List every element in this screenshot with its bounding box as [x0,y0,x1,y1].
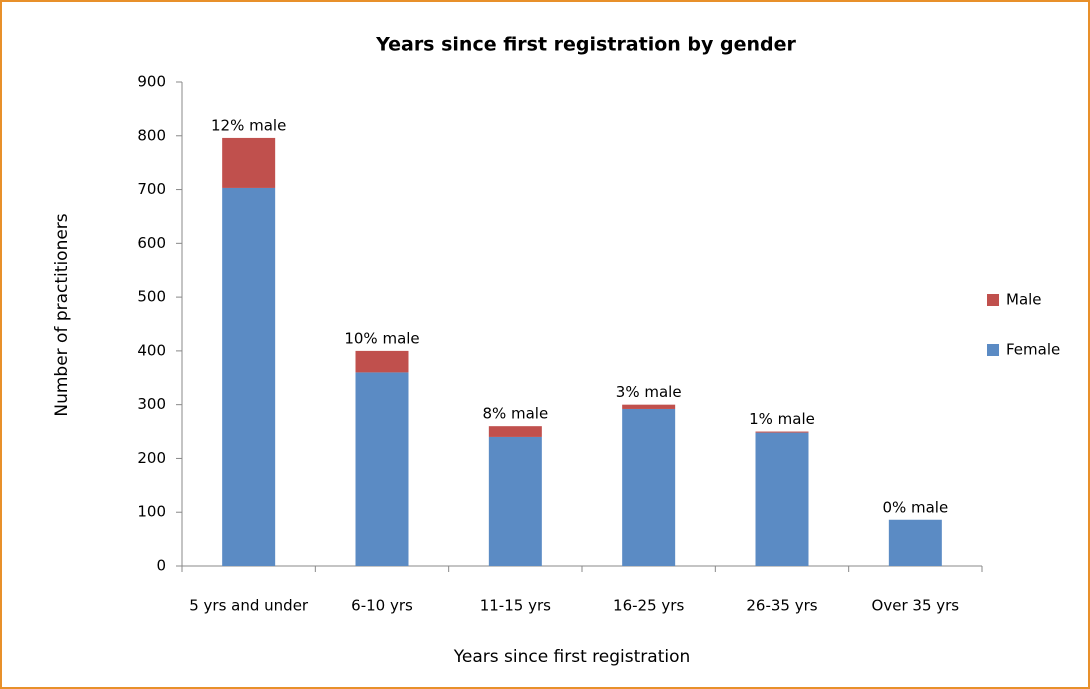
y-tick-label: 100 [137,503,166,521]
bar-segment [888,519,942,566]
x-tick-label: 16-25 yrs [613,597,684,615]
x-tick-label: 6-10 yrs [351,597,413,615]
bar-annotation: 12% male [211,116,286,134]
bar-segment [755,431,809,433]
y-tick-label: 700 [137,180,166,198]
bar-segment [222,137,276,188]
legend-swatch [987,294,999,306]
y-tick-label: 300 [137,395,166,413]
y-tick-label: 200 [137,449,166,467]
bar-segment [222,187,276,567]
x-tick-label: 5 yrs and under [189,597,309,615]
bar-annotation: 0% male [882,498,948,516]
legend-label: Male [1006,291,1042,309]
x-axis-title: Years since first registration [453,647,691,667]
y-tick-label: 400 [137,341,166,359]
bar-annotation: 1% male [749,410,815,428]
legend-label: Female [1006,341,1060,359]
bar-segment [488,426,542,437]
bar-segment [355,372,409,566]
bar-annotation: 8% male [482,405,548,423]
y-axis-title: Number of practitioners [52,213,72,416]
chart-title: Years since first registration by gender [375,34,796,56]
x-tick-label: 26-35 yrs [746,597,817,615]
y-tick-label: 500 [137,288,166,306]
legend-swatch [987,344,999,356]
bar-segment [488,436,542,566]
y-tick-label: 0 [156,557,166,575]
bar-segment [755,432,809,566]
bar-segment [622,408,676,566]
y-tick-label: 800 [137,126,166,144]
bar-annotation: 10% male [344,329,419,347]
y-tick-label: 900 [137,73,166,91]
bar-annotation: 3% male [616,383,682,401]
bar-segment [622,404,676,409]
bar-segment [355,350,409,373]
x-tick-label: 11-15 yrs [480,597,551,615]
x-tick-label: Over 35 yrs [872,597,960,615]
y-tick-label: 600 [137,234,166,252]
